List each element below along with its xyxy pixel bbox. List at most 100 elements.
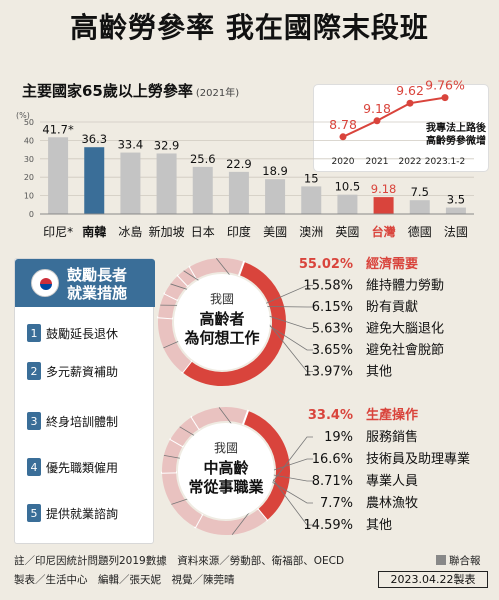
measure-number: 1 (27, 324, 41, 342)
category-label: 德國 (408, 224, 432, 239)
trend-line (342, 96, 446, 138)
y-tick-label: 30 (24, 155, 34, 164)
y-tick-label: 50 (24, 118, 34, 127)
measures-panel: 鼓勵長者 就業措施 1 鼓勵延長退休 2 多元薪資補助 3 終身培訓體制 4 優先職類僱… (14, 258, 155, 544)
bar-value-label: 9.18 (371, 182, 397, 196)
bar (337, 194, 358, 214)
brand-square-icon (436, 555, 446, 565)
slice-label: 其他 (366, 518, 392, 533)
slice-label: 生產操作 (366, 407, 418, 423)
slice-value: 16.6% (312, 452, 353, 467)
measure-number: 5 (27, 504, 41, 522)
slice-label: 技術員及助理專業 (366, 451, 470, 467)
measure-label: 終身培訓體制 (46, 414, 119, 429)
bar (445, 207, 466, 214)
slice-value: 8.71% (312, 474, 353, 489)
bar-value-label: 15 (304, 171, 319, 185)
y-tick-label: 0 (29, 210, 34, 219)
brand: 聯合報 (436, 553, 481, 568)
donut-center (174, 274, 270, 370)
bar-value-label: 7.5 (411, 185, 429, 199)
measure-item: 3 終身培訓體制 (27, 409, 153, 433)
bar (120, 152, 141, 214)
slice-label: 維持體力勞動 (366, 279, 444, 294)
bar-value-label: 33.4 (118, 138, 144, 152)
slice-value: 14.59% (303, 518, 353, 533)
measure-item: 2 多元薪資補助 (27, 359, 153, 383)
bar (373, 197, 394, 214)
trend-inset (313, 84, 489, 172)
footer-credits: 製表／生活中心 編輯／張天妮 視覺／陳莞晴 (14, 574, 235, 586)
inset-note: 我專法上路後 高齡勞參微增 (426, 123, 486, 147)
slice-label: 農林漁牧 (366, 496, 418, 511)
category-label: 印尼* (43, 225, 73, 239)
donut-center (178, 423, 274, 519)
category-label: 新加坡 (149, 224, 185, 239)
measure-label: 多元薪資補助 (46, 364, 119, 379)
measure-number: 2 (27, 362, 41, 380)
slice-value: 15.58% (303, 279, 353, 294)
donut-center-title: 高齡者 (199, 310, 244, 328)
category-label: 澳洲 (299, 225, 323, 239)
y-tick-label: 40 (24, 136, 34, 145)
taeguk-icon (40, 278, 52, 290)
slice-separator (256, 508, 269, 522)
donut-center-caption: 我國 (210, 292, 234, 306)
measures-title-line2: 就業措施 (67, 284, 128, 302)
y-tick-label: 10 (24, 192, 34, 201)
slice-label: 避免社會脫節 (366, 342, 444, 358)
category-label: 法國 (444, 225, 468, 239)
slice-value: 13.97% (303, 365, 353, 380)
trend-point (373, 117, 381, 125)
bar (265, 179, 286, 214)
main-title: 高齡勞參率 我在國際末段班 (70, 11, 429, 44)
footer-note: 註／印尼因統計問題列2019數據 資料來源／勞動部、衛福部、OECD (14, 555, 345, 567)
trend-point (441, 94, 449, 102)
trend-x-label: 2021 (366, 157, 389, 167)
measure-item: 5 提供就業諮詢 (27, 501, 153, 525)
donut-slice (191, 407, 248, 429)
date-stamp: 2023.04.22製表 (378, 571, 488, 588)
bar-value-label: 18.9 (262, 164, 288, 178)
measure-label: 提供就業諮詢 (46, 506, 119, 521)
donut-slice (242, 410, 290, 521)
measures-panel-header: 鼓勵長者 就業措施 (15, 259, 155, 307)
donut-center-caption: 我國 (214, 441, 238, 455)
bar-value-label: 10.5 (335, 180, 361, 194)
bar (84, 147, 105, 214)
donut-center-title: 中高齡 (203, 459, 248, 477)
y-axis-unit: (%) (16, 111, 30, 120)
slice-value: 7.7% (320, 496, 353, 511)
slice-value: 33.4% (308, 408, 353, 423)
slice-label: 經濟需要 (366, 256, 418, 272)
slice-value: 3.65% (312, 343, 353, 358)
bar-chart-title: 主要國家65歲以上勞參率 (2021年) (22, 80, 239, 101)
donut-slice (158, 293, 178, 319)
measure-label: 優先職類僱用 (46, 460, 119, 475)
donut-slice (164, 275, 188, 301)
donut-slice (195, 509, 267, 535)
category-label: 南韓 (82, 224, 106, 239)
donut-slice (162, 439, 183, 473)
slice-label: 服務銷售 (366, 429, 418, 445)
donut-center-title: 常從事職業 (188, 478, 264, 496)
bar-chart-year: (2021年) (195, 88, 240, 99)
trend-x-label: 2022 (399, 157, 422, 167)
trend-value-label: 9.18 (363, 101, 391, 116)
bar-value-label: 22.9 (226, 157, 252, 171)
slice-value: 19% (324, 430, 353, 445)
measure-label: 鼓勵延長退休 (46, 326, 119, 341)
bar (301, 186, 322, 214)
slice-value: 55.02% (299, 257, 353, 272)
bar-chart-title-text: 主要國家65歲以上勞參率 (22, 82, 193, 100)
slice-label: 專業人員 (366, 473, 418, 489)
brand-name: 聯合報 (449, 555, 481, 567)
trend-point (406, 99, 414, 107)
bar-value-label: 32.9 (154, 138, 180, 152)
donut-slice (182, 261, 286, 386)
category-label: 冰島 (118, 224, 142, 239)
south-korea-flag-icon (31, 269, 59, 297)
donut-slice (162, 472, 203, 528)
measure-number: 3 (27, 412, 41, 430)
category-label: 日本 (191, 225, 215, 239)
